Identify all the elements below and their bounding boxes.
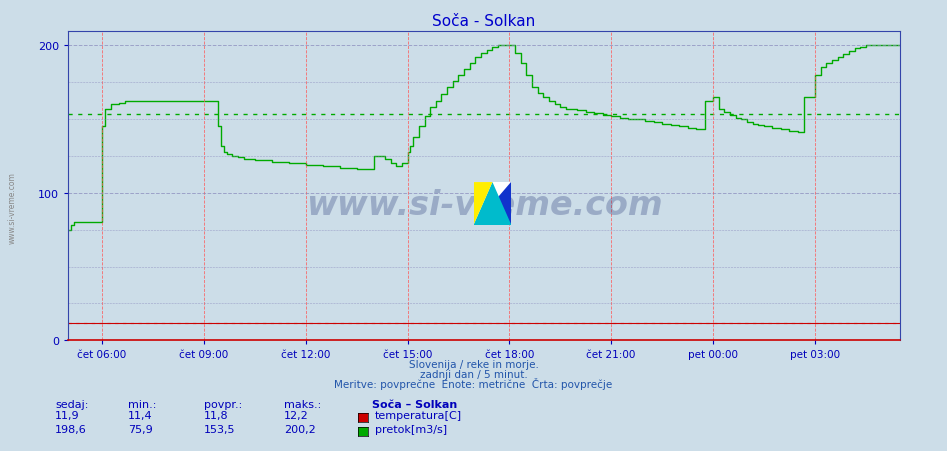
Text: 11,4: 11,4: [128, 410, 152, 420]
Text: pretok[m3/s]: pretok[m3/s]: [375, 424, 447, 434]
Text: 153,5: 153,5: [204, 424, 235, 434]
Text: 75,9: 75,9: [128, 424, 152, 434]
Text: zadnji dan / 5 minut.: zadnji dan / 5 minut.: [420, 369, 527, 379]
Text: Slovenija / reke in morje.: Slovenija / reke in morje.: [408, 359, 539, 369]
Text: povpr.:: povpr.:: [204, 399, 241, 409]
Text: maks.:: maks.:: [284, 399, 321, 409]
Text: 12,2: 12,2: [284, 410, 309, 420]
Text: 11,9: 11,9: [55, 410, 80, 420]
Polygon shape: [474, 183, 492, 226]
Text: sedaj:: sedaj:: [55, 399, 88, 409]
Text: 198,6: 198,6: [55, 424, 87, 434]
Text: Soča – Solkan: Soča – Solkan: [372, 399, 457, 409]
Text: temperatura[C]: temperatura[C]: [375, 410, 462, 420]
Text: www.si-vreme.com: www.si-vreme.com: [8, 171, 17, 244]
Title: Soča - Solkan: Soča - Solkan: [432, 14, 536, 29]
Polygon shape: [474, 183, 511, 226]
Text: min.:: min.:: [128, 399, 156, 409]
Text: 200,2: 200,2: [284, 424, 316, 434]
Polygon shape: [474, 183, 511, 226]
Text: Meritve: povprečne  Enote: metrične  Črta: povprečje: Meritve: povprečne Enote: metrične Črta:…: [334, 377, 613, 389]
Text: www.si-vreme.com: www.si-vreme.com: [306, 188, 662, 221]
Text: 11,8: 11,8: [204, 410, 228, 420]
